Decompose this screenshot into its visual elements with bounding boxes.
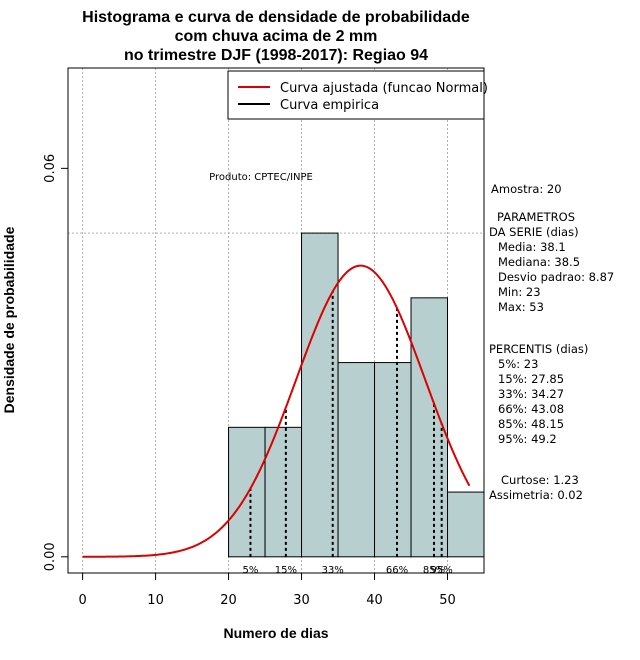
chart-title-line-1: Histograma e curva de densidade de proba… bbox=[82, 9, 470, 26]
percentile-label-5: 85% bbox=[423, 565, 445, 576]
percentile-labels: 5% 15% 33% 66% 85%95% bbox=[243, 565, 453, 576]
histogram-bar-5 bbox=[374, 362, 412, 558]
legend-label-normal: Curva ajustada (funcao Normal) bbox=[280, 81, 488, 96]
y-tick-label-0: 0.00 bbox=[43, 542, 58, 571]
params-title-1: PARAMETROS bbox=[497, 210, 575, 224]
percentile-label-1: 5% bbox=[243, 565, 259, 576]
chart-title-line-3: no trimestre DJF (1998-2017): Regiao 94 bbox=[124, 47, 428, 64]
stats-panel: Amostra: 20 PARAMETROS DA SERIE (dias) M… bbox=[489, 182, 614, 502]
percentile-label-3: 33% bbox=[322, 565, 344, 576]
percentil-95: 95%: 49.2 bbox=[498, 432, 557, 446]
legend-label-empirical: Curva empirica bbox=[280, 98, 379, 113]
params-title-2: DA SERIE (dias) bbox=[489, 225, 579, 239]
param-min: Min: 23 bbox=[498, 285, 541, 299]
y-axis-label: Densidade de probabilidade bbox=[1, 226, 17, 413]
percentil-15: 15%: 27.85 bbox=[498, 372, 564, 386]
param-sd: Desvio padrao: 8.87 bbox=[498, 270, 614, 284]
percentis-title: PERCENTIS (dias) bbox=[489, 342, 588, 356]
percentile-label-6: 95% bbox=[431, 565, 453, 576]
percentile-label-4: 66% bbox=[386, 565, 408, 576]
x-tick-label-3: 30 bbox=[293, 593, 310, 608]
product-annotation: Produto: CPTEC/INPE bbox=[209, 172, 313, 183]
histogram-bar-1 bbox=[228, 426, 266, 558]
percentile-lines bbox=[249, 291, 443, 557]
x-tick-label-4: 40 bbox=[366, 593, 383, 608]
param-max: Max: 53 bbox=[498, 300, 544, 314]
legend: Curva ajustada (funcao Normal) Curva emp… bbox=[227, 70, 488, 120]
normal-curve-group bbox=[82, 264, 471, 558]
percentil-85: 85%: 48.15 bbox=[498, 417, 564, 431]
x-tick-label-1: 10 bbox=[147, 593, 164, 608]
param-mean: Media: 38.1 bbox=[498, 240, 566, 254]
histogram-bar-7 bbox=[447, 491, 485, 558]
x-tick-label-0: 0 bbox=[78, 593, 86, 608]
plot-frame bbox=[67, 67, 485, 574]
histogram-bars bbox=[228, 232, 485, 558]
chart-title-line-2: com chuva acima de 2 mm bbox=[175, 28, 378, 45]
percentile-label-2: 15% bbox=[275, 565, 297, 576]
x-axis-label: Numero de dias bbox=[223, 625, 328, 641]
x-tick-label-2: 20 bbox=[220, 593, 237, 608]
percentil-66: 66%: 43.08 bbox=[498, 402, 564, 416]
x-axis: 0 10 20 30 40 50 bbox=[78, 573, 456, 608]
histogram-bar-4 bbox=[337, 362, 376, 558]
x-tick-label-5: 50 bbox=[439, 593, 456, 608]
param-median: Mediana: 38.5 bbox=[498, 255, 580, 269]
normal-curve bbox=[82, 264, 471, 558]
y-tick-label-1: 0.06 bbox=[43, 154, 58, 183]
sample-size: Amostra: 20 bbox=[491, 182, 562, 196]
y-axis: 0.00 0.06 bbox=[43, 154, 68, 571]
skewness: Assimetria: 0.02 bbox=[489, 488, 583, 502]
legend-box bbox=[227, 70, 485, 120]
histogram-bar-3 bbox=[301, 232, 339, 558]
kurtosis: Curtose: 1.23 bbox=[501, 473, 579, 487]
percentil-33: 33%: 34.27 bbox=[498, 387, 564, 401]
percentil-5: 5%: 23 bbox=[498, 357, 538, 371]
